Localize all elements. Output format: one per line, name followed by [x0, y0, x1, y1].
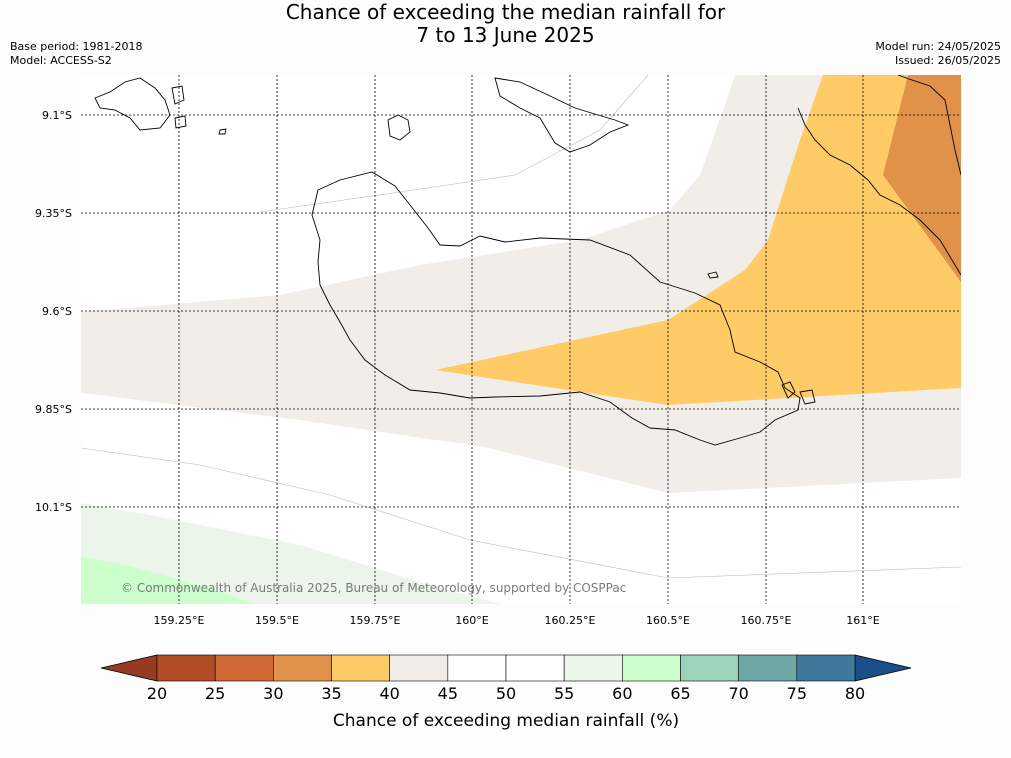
colorbar-tick-label: 50: [496, 684, 516, 703]
colorbar-tick-label: 40: [379, 684, 399, 703]
colorbar-tick-label: 55: [554, 684, 574, 703]
colorbar-tick-label: 65: [670, 684, 690, 703]
colorbar-tick-label: 70: [728, 684, 748, 703]
lon-label-161: 161°E: [846, 614, 879, 627]
colorbar-tick-label: 25: [205, 684, 225, 703]
colorbar-tick-label: 80: [845, 684, 865, 703]
lon-label-160-5: 160.5°E: [646, 614, 690, 627]
colorbar-tick-label: 20: [147, 684, 167, 703]
gridlines: [81, 75, 961, 604]
malaita-coastline: [797, 75, 961, 276]
issued-date: Issued: 26/05/2025: [894, 54, 1001, 67]
colorbar-high-extend: [854, 654, 912, 682]
map-title-line-1: Chance of exceeding the median rainfall …: [285, 0, 726, 24]
latitude-labels: 9.1°S 9.35°S 9.6°S 9.85°S 10.1°S: [35, 109, 72, 514]
lon-label-160: 160°E: [455, 614, 488, 627]
colorbar-cell: [680, 654, 739, 682]
colorbar: 20 25 30 35 40 45 50 55 60 65 70 75 80 Chance of exc…: [100, 654, 912, 731]
colorbar-cell: [796, 654, 856, 682]
map-panel: © Commonwealth of Australia 2025, Bureau…: [81, 75, 961, 604]
colorbar-cell: [738, 654, 798, 682]
colorbar-tick-label: 35: [321, 684, 341, 703]
lat-label-9-85: 9.85°S: [35, 403, 72, 416]
colorbar-cell: [622, 654, 681, 682]
lat-label-9-35: 9.35°S: [35, 207, 72, 220]
colorbar-cell: [273, 654, 332, 682]
base-period: Base period: 1981-2018: [10, 40, 143, 53]
colorbar-tick-label: 45: [438, 684, 458, 703]
model-run-date: Model run: 24/05/2025: [875, 40, 1001, 53]
copyright-notice: © Commonwealth of Australia 2025, Bureau…: [121, 581, 626, 595]
lon-label-160-75: 160.75°E: [741, 614, 792, 627]
colorbar-cell: [331, 654, 390, 682]
colorbar-cell: [389, 654, 449, 682]
region-35-40: [435, 75, 961, 405]
lat-label-9-6: 9.6°S: [42, 305, 72, 318]
colorbar-cell: [447, 654, 507, 682]
lat-label-10-1: 10.1°S: [35, 501, 72, 514]
lon-label-159-75: 159.75°E: [350, 614, 401, 627]
colorbar-low-extend: [100, 654, 158, 682]
region-30-35: [883, 75, 961, 282]
colorbar-label: Chance of exceeding median rainfall (%): [333, 711, 679, 731]
colorbar-tick-label: 30: [263, 684, 283, 703]
model-name: Model: ACCESS-S2: [10, 54, 112, 67]
meta-left: Base period: 1981-2018 Model: ACCESS-S2: [10, 40, 142, 68]
lon-label-159-25: 159.25°E: [154, 614, 205, 627]
contour-lines: [81, 75, 961, 579]
longitude-labels: 159.25°E 159.5°E 159.75°E 160°E 160.25°E…: [154, 614, 880, 627]
colorbar-tick-label: 75: [787, 684, 807, 703]
lon-label-160-25: 160.25°E: [545, 614, 596, 627]
map-title-line-2: 7 to 13 June 2025: [416, 23, 595, 47]
colorbar-cell: [505, 654, 565, 682]
colorbar-cell: [214, 654, 274, 682]
lon-label-159-5: 159.5°E: [255, 614, 299, 627]
meta-right: Model run: 24/05/2025 Issued: 26/05/2025: [875, 40, 1001, 68]
marau-islets: [781, 381, 816, 405]
colorbar-cell: [156, 654, 216, 682]
colorbar-tick-label: 60: [612, 684, 632, 703]
guadalcanal-coastline: [311, 171, 801, 446]
region-60-65: [81, 556, 255, 604]
region-55-60: [81, 503, 500, 604]
colorbar-cell: [563, 654, 623, 682]
lat-label-9-1: 9.1°S: [42, 109, 72, 122]
